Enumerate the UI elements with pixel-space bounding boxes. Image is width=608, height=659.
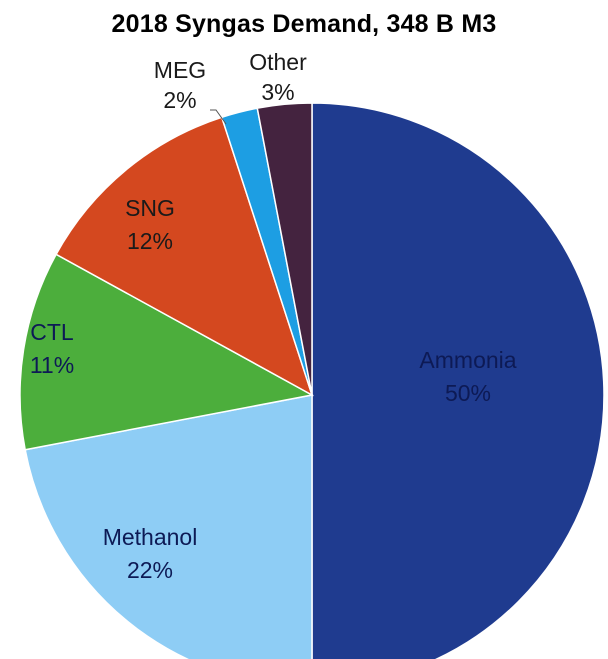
slice-label-other: Other	[249, 49, 307, 75]
slice-value-label-sng: 12%	[127, 228, 173, 254]
slice-label-ctl: CTL	[30, 319, 74, 345]
meg-leader-line	[210, 109, 227, 125]
pie-slice-other	[256, 102, 313, 396]
slice-label-meg: MEG	[154, 57, 206, 83]
slice-label-ammonia: Ammonia	[419, 347, 516, 373]
slice-value-label-methanol: 22%	[127, 557, 173, 583]
slice-value-label-other: 3%	[261, 79, 294, 105]
slice-label-methanol: Methanol	[103, 524, 198, 550]
pie-slice-ctl	[19, 253, 315, 451]
slice-value-label-ctl: 11%	[30, 352, 74, 378]
chart-title: 2018 Syngas Demand, 348 B M3	[111, 10, 497, 38]
slice-label-sng: SNG	[125, 195, 175, 221]
slice-value-label-meg: 2%	[163, 87, 196, 113]
pie-labels: Ammonia 50% Methanol 22% CTL 11% SNG 12% MEG 2% Ot…	[30, 49, 517, 583]
pie-slices	[19, 102, 605, 659]
pie-slice-sng	[55, 116, 314, 397]
pie-slice-methanol	[24, 394, 313, 659]
pie-slice-ammonia	[311, 102, 605, 659]
slice-value-label-ammonia: 50%	[445, 380, 491, 406]
